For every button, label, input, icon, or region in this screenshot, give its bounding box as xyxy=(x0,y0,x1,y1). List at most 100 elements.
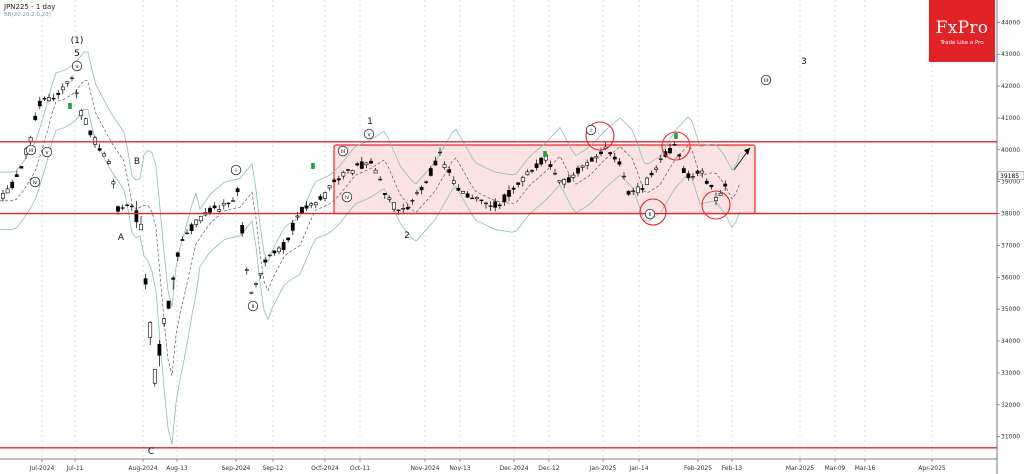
candle-body xyxy=(654,167,659,170)
date-tick-label: Sep-2024 xyxy=(222,465,251,472)
candle-body xyxy=(198,216,203,222)
candle-body xyxy=(419,187,424,191)
price-axis: 31000 32000 33000 34000 35000 36000 37000 38000… xyxy=(996,0,1024,474)
candle-body xyxy=(152,368,157,384)
price-tick-label: 33000 xyxy=(1001,370,1020,377)
candle-body xyxy=(134,210,139,223)
candle-body xyxy=(88,130,93,136)
candle-body xyxy=(640,188,645,190)
candle-body xyxy=(428,168,433,176)
wave-label: 1 xyxy=(367,117,373,127)
candle-body xyxy=(488,205,493,207)
date-tick-label: Jan-14 xyxy=(628,465,648,472)
candle-body xyxy=(318,196,323,200)
candle-body xyxy=(622,175,626,178)
candle-body xyxy=(79,110,84,117)
candle-body xyxy=(516,182,521,185)
signal-mark xyxy=(311,163,315,169)
candle-body xyxy=(120,207,125,209)
candle-body xyxy=(401,208,406,210)
candle-body xyxy=(60,86,65,91)
candle-body xyxy=(626,190,631,195)
upper-band xyxy=(0,51,741,307)
candle-body xyxy=(208,207,212,213)
date-tick-label: Aug-2024 xyxy=(128,465,157,472)
candle-body xyxy=(451,180,456,184)
candle-body xyxy=(520,177,525,183)
candle-body xyxy=(355,163,360,166)
candle-body xyxy=(240,225,245,234)
horizontal-levels xyxy=(0,141,997,449)
price-tick-label: 37000 xyxy=(1001,242,1020,249)
wave-label-circled: iii xyxy=(29,148,34,154)
candle-body xyxy=(635,186,640,194)
candle-body xyxy=(1,193,5,199)
candle-body xyxy=(313,202,318,206)
price-tick-label: 41000 xyxy=(1001,115,1020,122)
candle-body xyxy=(295,215,300,218)
candle-body xyxy=(691,176,695,178)
candle-body xyxy=(332,179,337,183)
candle-body xyxy=(258,273,263,276)
candle-body xyxy=(263,259,268,263)
wave-label-circle xyxy=(363,128,375,140)
candle-body xyxy=(714,197,718,201)
candle-body xyxy=(576,167,580,174)
candle-body xyxy=(277,247,281,253)
date-tick-label: Dec-2024 xyxy=(499,465,528,472)
wave-label-circled: ii xyxy=(648,212,652,218)
date-tick-label: Oct-11 xyxy=(350,465,370,472)
price-tick-label: 31000 xyxy=(1001,434,1020,441)
date-tick-label: Nov-2024 xyxy=(411,465,440,472)
candle-body xyxy=(405,207,410,210)
price-tick-label: 43000 xyxy=(1001,51,1020,58)
candle-body xyxy=(106,161,111,164)
projection-arrow-head xyxy=(744,148,750,155)
price-tick-label: 40000 xyxy=(1001,147,1020,154)
candle-body xyxy=(157,344,162,356)
middle-band xyxy=(0,80,741,376)
candle-body xyxy=(456,188,461,191)
candle-body xyxy=(631,190,636,192)
price-tick-label: 39000 xyxy=(1001,179,1020,186)
candle-body xyxy=(534,163,539,168)
candle-body xyxy=(28,137,33,142)
candle-body xyxy=(553,173,557,175)
candle-body xyxy=(677,154,682,157)
candle-body xyxy=(244,269,249,271)
signal-mark xyxy=(674,133,678,139)
candle-body xyxy=(290,222,295,231)
current-price-label: 39185 xyxy=(1000,173,1019,180)
date-tick-label: Mar-2025 xyxy=(786,465,815,472)
candle-body xyxy=(125,204,130,206)
wave-label: 2 xyxy=(404,231,410,241)
candle-body xyxy=(19,166,24,169)
highlight-circle xyxy=(585,121,615,151)
candle-body xyxy=(718,192,723,196)
date-tick-label: Aug-13 xyxy=(166,465,188,472)
date-tick-label: Jul-11 xyxy=(65,465,83,472)
candle-body xyxy=(686,173,691,179)
price-tick-label: 38000 xyxy=(1001,211,1020,218)
candle-body xyxy=(723,183,728,187)
candle-body xyxy=(493,201,498,208)
candle-body xyxy=(378,178,383,181)
wave-label: A xyxy=(118,233,125,243)
date-axis: Jul-2024 Jul-11 Aug-2024 Aug-13 Sep-2024 Sep-… xyxy=(0,458,997,472)
candle-body xyxy=(672,144,677,146)
candle-body xyxy=(566,177,571,183)
candle-body xyxy=(189,224,194,231)
candle-body xyxy=(525,171,530,176)
candle-body xyxy=(162,318,166,324)
candle-body xyxy=(497,204,502,207)
candle-body xyxy=(709,184,714,188)
candle-body xyxy=(70,77,74,80)
wave-label-circle xyxy=(341,191,353,203)
candle-body xyxy=(83,118,88,125)
candle-body xyxy=(143,278,148,285)
candle-body xyxy=(396,209,401,212)
wave-label-circle xyxy=(29,176,41,188)
wave-label-circled: ii xyxy=(251,304,255,310)
